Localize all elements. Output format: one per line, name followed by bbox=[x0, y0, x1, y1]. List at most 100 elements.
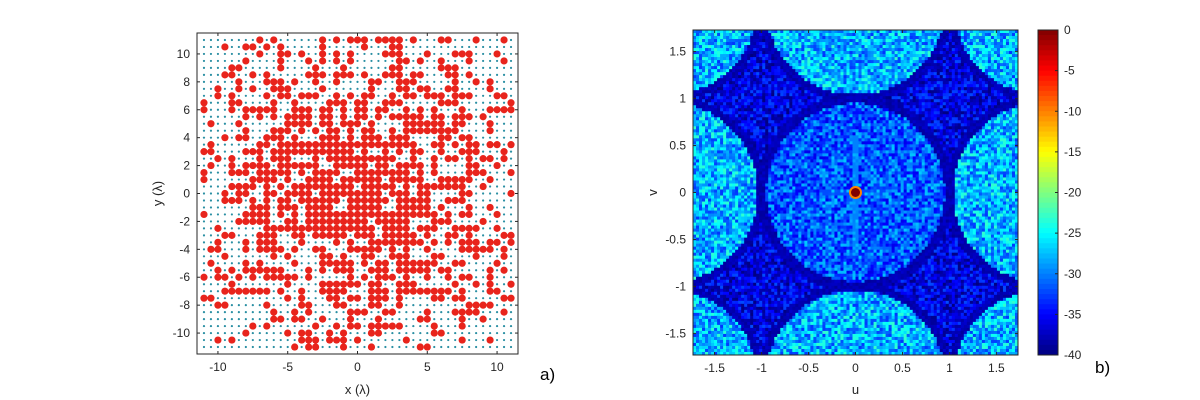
heatmap-cell bbox=[720, 39, 724, 43]
inactive-element bbox=[475, 262, 478, 265]
heatmap-cell bbox=[858, 42, 862, 46]
heatmap-cell bbox=[870, 72, 874, 76]
heatmap-cell bbox=[840, 30, 844, 34]
heatmap-cell bbox=[783, 102, 787, 106]
heatmap-cell bbox=[696, 57, 700, 61]
heatmap-cell bbox=[867, 39, 871, 43]
heatmap-cell bbox=[729, 75, 733, 79]
heatmap-cell bbox=[984, 75, 989, 79]
heatmap-cell bbox=[855, 63, 859, 67]
heatmap-cell bbox=[759, 87, 763, 91]
heatmap-cell bbox=[957, 75, 962, 79]
heatmap-cell bbox=[804, 48, 808, 52]
heatmap-cell bbox=[987, 75, 992, 79]
inactive-element bbox=[209, 331, 213, 335]
heatmap-cell bbox=[708, 30, 712, 34]
heatmap-cell bbox=[738, 75, 742, 79]
inactive-element bbox=[230, 241, 233, 244]
heatmap-cell bbox=[891, 51, 896, 55]
heatmap-cell bbox=[885, 96, 890, 100]
active-element bbox=[402, 120, 410, 128]
heatmap-cell bbox=[756, 72, 760, 76]
active-element bbox=[325, 189, 334, 198]
inactive-element bbox=[398, 311, 401, 314]
heatmap-cell bbox=[1005, 81, 1010, 85]
inactive-element bbox=[502, 199, 506, 202]
heatmap-cell bbox=[816, 30, 820, 34]
heatmap-cell bbox=[699, 81, 703, 85]
heatmap-cell bbox=[843, 75, 847, 79]
inactive-element bbox=[461, 87, 464, 90]
inactive-element bbox=[475, 136, 478, 139]
active-element bbox=[367, 224, 376, 232]
heatmap-cell bbox=[906, 36, 911, 40]
heatmap-cell bbox=[873, 108, 877, 112]
heatmap-cell bbox=[864, 78, 868, 82]
heatmap-cell bbox=[1002, 33, 1007, 37]
heatmap-cell bbox=[813, 33, 817, 37]
heatmap-cell bbox=[798, 69, 802, 73]
heatmap-cell bbox=[738, 63, 742, 67]
heatmap-cell bbox=[1011, 39, 1016, 43]
inactive-element bbox=[502, 213, 506, 216]
inactive-element bbox=[209, 73, 213, 76]
active-element bbox=[458, 175, 466, 184]
heatmap-cell bbox=[816, 39, 820, 43]
heatmap-cell bbox=[744, 60, 748, 64]
inactive-element bbox=[377, 227, 380, 230]
active-element bbox=[332, 78, 341, 86]
heatmap-cell bbox=[885, 84, 890, 88]
inactive-element bbox=[405, 66, 408, 69]
heatmap-cell bbox=[861, 33, 865, 37]
inactive-element bbox=[475, 73, 478, 76]
inactive-element bbox=[370, 318, 373, 321]
heatmap-cell bbox=[801, 60, 805, 64]
heatmap-cell bbox=[894, 90, 899, 94]
heatmap-cell bbox=[732, 69, 736, 73]
heatmap-cell bbox=[885, 81, 890, 85]
heatmap-cell bbox=[951, 90, 956, 94]
heatmap-cell bbox=[906, 72, 911, 76]
heatmap-cell bbox=[987, 39, 992, 43]
heatmap-cell bbox=[726, 30, 730, 34]
heatmap-cell bbox=[789, 33, 793, 37]
active-element bbox=[353, 175, 362, 184]
inactive-element bbox=[363, 318, 366, 321]
heatmap-cell bbox=[723, 42, 727, 46]
heatmap-cell bbox=[984, 42, 989, 46]
inactive-element bbox=[314, 108, 317, 111]
heatmap-cell bbox=[759, 66, 763, 70]
heatmap-cell bbox=[819, 60, 823, 64]
heatmap-cell bbox=[714, 48, 718, 52]
active-element bbox=[298, 168, 306, 177]
inactive-element bbox=[370, 276, 373, 279]
heatmap-cell bbox=[924, 42, 929, 46]
heatmap-cell bbox=[798, 60, 802, 64]
heatmap-cell bbox=[975, 42, 980, 46]
inactive-element bbox=[314, 297, 317, 300]
inactive-element bbox=[342, 248, 345, 251]
active-element bbox=[465, 308, 473, 316]
heatmap-cell bbox=[804, 102, 808, 106]
heatmap-cell bbox=[852, 87, 856, 91]
inactive-element bbox=[363, 338, 366, 342]
heatmap-cell bbox=[921, 84, 926, 88]
active-element bbox=[367, 322, 376, 330]
heatmap-cell bbox=[1002, 99, 1007, 103]
inactive-element bbox=[251, 234, 254, 237]
heatmap-cell bbox=[909, 102, 914, 106]
heatmap-cell bbox=[693, 42, 697, 46]
heatmap-cell bbox=[762, 96, 766, 100]
heatmap-cell bbox=[921, 75, 926, 79]
active-element bbox=[228, 182, 236, 191]
heatmap-cell bbox=[933, 78, 938, 82]
heatmap-cell bbox=[969, 33, 974, 37]
heatmap-cell bbox=[903, 75, 908, 79]
heatmap-cell bbox=[744, 93, 748, 97]
inactive-element bbox=[461, 283, 464, 286]
active-element bbox=[416, 203, 424, 212]
heatmap-cell bbox=[762, 84, 766, 88]
heatmap-cell bbox=[1011, 72, 1016, 76]
active-element bbox=[277, 134, 285, 142]
heatmap-cell bbox=[789, 108, 793, 112]
